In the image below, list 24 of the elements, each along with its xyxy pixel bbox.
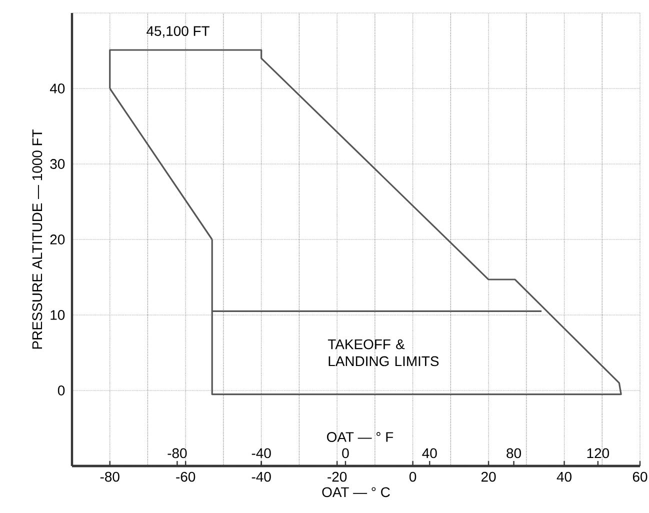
annotation: 45,100 FT [146, 26, 210, 38]
x2-tick-label: 80 [506, 448, 521, 458]
y-axis-title: PRESSURE ALTITUDE — 1000 FT [32, 130, 42, 349]
x2-axis-title: OAT — ° F [326, 432, 394, 442]
x2-tick-label: -80 [168, 448, 187, 458]
x-axis-title: OAT — ° C [322, 487, 390, 498]
x2-tick-label: 0 [342, 448, 349, 458]
x-tick-label: -40 [252, 472, 271, 482]
x2-tick-label: 40 [422, 448, 437, 458]
x2-tick-label: -40 [252, 448, 271, 458]
y-tick-label: 20 [50, 234, 65, 244]
y-tick-label: 0 [58, 386, 65, 396]
x-tick-label: -80 [100, 472, 120, 482]
x2-tick-label: 120 [587, 448, 610, 458]
x-tick-label: 20 [481, 472, 496, 482]
x-tick-label: 60 [632, 472, 648, 482]
x-tick-label: -20 [328, 472, 347, 482]
y-tick-label: 40 [50, 84, 65, 94]
x-tick-label: -60 [176, 472, 196, 482]
x-tick-label: 0 [409, 472, 416, 482]
x-tick-label: 40 [556, 472, 572, 482]
y-tick-label: 30 [50, 159, 65, 169]
y-tick-label: 10 [50, 310, 65, 320]
annotation: TAKEOFF & LANDING LIMITS [328, 339, 439, 366]
